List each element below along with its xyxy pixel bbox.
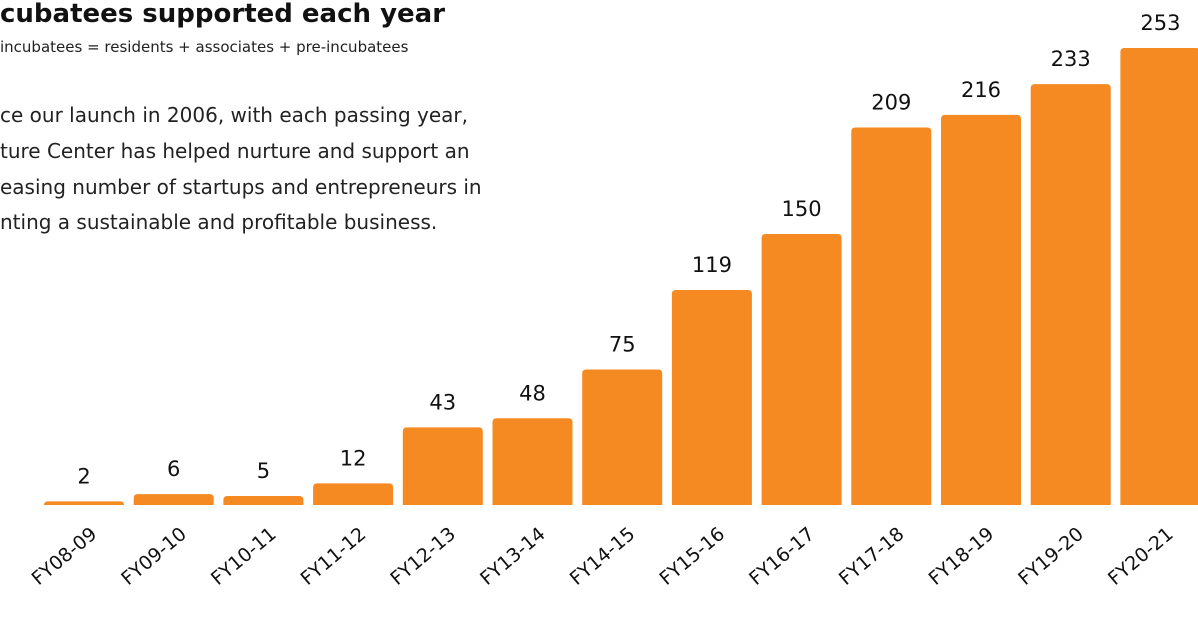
chart-title: cubatees supported each year xyxy=(0,0,445,29)
x-tick-label: FY19-20 xyxy=(1014,523,1088,590)
bar xyxy=(44,501,124,505)
value-label: 2 xyxy=(77,464,90,488)
x-tick-label: FY10-11 xyxy=(207,523,281,590)
bar xyxy=(133,494,214,505)
x-tick-label: FY14-15 xyxy=(566,523,640,590)
bar xyxy=(851,127,932,505)
bar xyxy=(223,495,304,505)
value-label: 6 xyxy=(167,457,180,481)
value-label: 209 xyxy=(871,90,911,114)
value-label: 43 xyxy=(429,390,456,414)
x-tick-label: FY09-10 xyxy=(117,523,191,590)
x-tick-label: FY18-19 xyxy=(925,523,999,590)
description-line: nting a sustainable and profitable busin… xyxy=(0,210,437,234)
x-tick-label: FY17-18 xyxy=(835,523,909,590)
value-label: 119 xyxy=(692,253,732,277)
value-label: 233 xyxy=(1051,47,1091,71)
bar xyxy=(1030,84,1111,506)
x-tick-label: FY16-17 xyxy=(745,523,819,590)
description-line: easing number of startups and entreprene… xyxy=(0,175,482,199)
x-tick-label: FY08-09 xyxy=(28,523,102,590)
x-tick-label: FY20-21 xyxy=(1104,523,1178,590)
value-label: 150 xyxy=(782,197,822,221)
bar xyxy=(671,290,752,505)
x-tick-label: FY12-13 xyxy=(386,523,460,590)
value-label: 12 xyxy=(340,446,367,470)
value-label: 216 xyxy=(961,78,1001,102)
value-label: 253 xyxy=(1140,11,1180,35)
bar xyxy=(1120,48,1198,505)
bar xyxy=(313,483,394,505)
bar xyxy=(402,427,483,505)
chart-subtitle: incubatees = residents + associates + pr… xyxy=(0,38,409,56)
x-tick-label: FY13-14 xyxy=(476,523,550,590)
description-line: ce our launch in 2006, with each passing… xyxy=(0,103,468,127)
description-line: ture Center has helped nurture and suppo… xyxy=(0,139,470,163)
bar xyxy=(941,114,1021,506)
x-tick-label: FY15-16 xyxy=(655,523,729,590)
value-label: 48 xyxy=(519,381,546,405)
x-tick-label: FY11-12 xyxy=(297,523,371,590)
bar xyxy=(492,418,573,505)
value-label: 75 xyxy=(609,333,636,357)
bar xyxy=(761,234,842,505)
bar xyxy=(582,369,663,505)
value-label: 5 xyxy=(257,459,270,483)
